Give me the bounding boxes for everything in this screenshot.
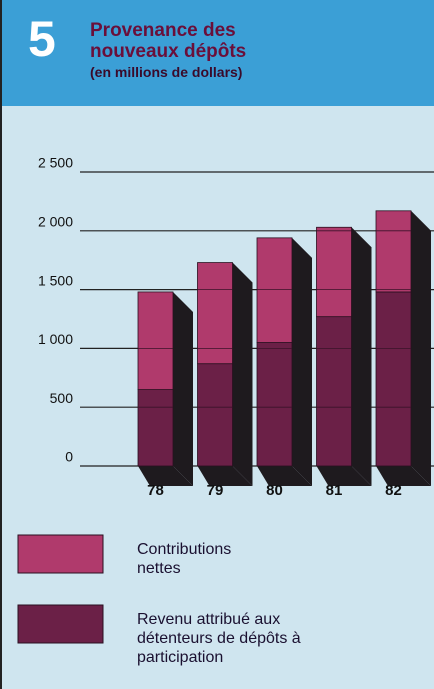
y-tick-label: 1 500 [38,272,73,288]
bar-segment [197,363,233,467]
legend-label: Revenu attribué aux détenteurs de dépôts… [137,611,301,666]
bar-shadow [232,262,253,486]
bar-segment [375,210,412,293]
bar-shadow [138,466,193,486]
x-tick-label: 79 [207,482,224,499]
y-tick-label: 0 [65,449,73,465]
y-tick-label: 1 000 [38,331,73,347]
x-tick-label: 81 [326,482,343,499]
chart-title: Provenance des nouveaux dépôts [90,20,247,62]
legend-swatch [17,604,104,644]
figure-number: 5 [28,11,56,67]
bar-segment [256,237,293,343]
bar-shadow [351,227,372,486]
bar-shadow [376,466,431,486]
bar-shadow [411,210,431,487]
bar-shadow [292,237,312,486]
bar-segment [375,291,412,467]
y-tick-label: 500 [50,390,74,406]
x-tick-label: 82 [385,482,402,499]
header-band [0,0,434,106]
y-tick-label: 2 500 [38,155,73,171]
bar-segment [137,291,174,390]
bar-segment [137,389,174,467]
bar-shadow [197,466,253,486]
bar-segment [316,226,352,318]
y-tick-label: 2 000 [38,214,73,230]
legend-swatch [17,534,104,574]
bar-segment [316,316,352,467]
x-tick-label: 78 [147,482,164,499]
bar-shadow [316,466,372,486]
legend-label: Contributions nettes [137,541,232,577]
bar-shadow [257,466,312,486]
bar-segment [256,342,293,467]
bar-segment [197,262,233,365]
bar-shadow [173,291,193,486]
x-tick-label: 80 [266,482,283,499]
chart-subtitle: (en millions de dollars) [90,64,243,80]
